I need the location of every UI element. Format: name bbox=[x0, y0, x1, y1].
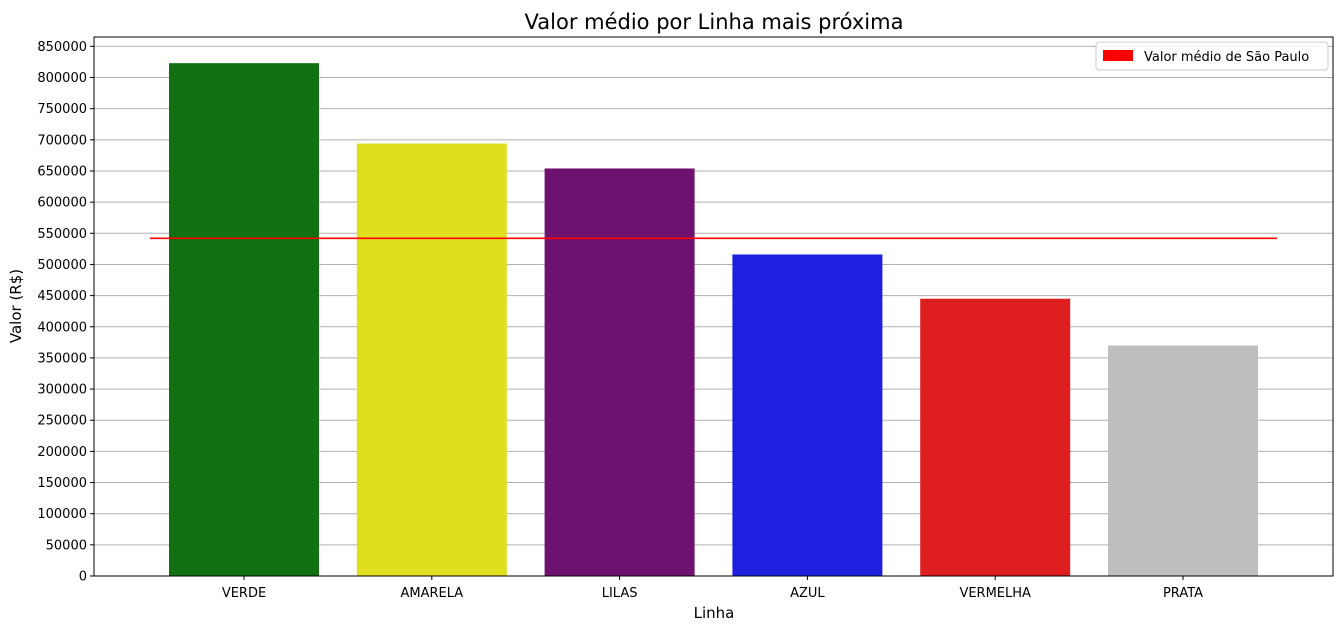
x-tick-layer: VERDE AMARELA LILAS AZUL VERMELHA PRATA bbox=[222, 576, 1203, 601]
y-tick-label: 50000 bbox=[46, 538, 87, 553]
legend-swatch bbox=[1103, 50, 1133, 61]
x-tick-label: VERMELHA bbox=[959, 586, 1031, 601]
y-tick-label: 350000 bbox=[37, 351, 87, 366]
bar-lilas bbox=[544, 168, 695, 576]
y-tick-label: 500000 bbox=[37, 258, 87, 273]
y-tick-label: 650000 bbox=[37, 164, 87, 179]
y-tick-label: 850000 bbox=[37, 40, 87, 55]
x-tick-label: PRATA bbox=[1163, 586, 1203, 601]
x-tick-label: AZUL bbox=[790, 586, 825, 601]
y-tick-label: 600000 bbox=[37, 196, 87, 211]
plot-frame bbox=[93, 36, 1334, 577]
y-tick-label: 300000 bbox=[37, 383, 87, 398]
x-axis-title: Linha bbox=[694, 604, 735, 622]
x-tick-label: AMARELA bbox=[400, 586, 463, 601]
y-tick-label: 450000 bbox=[37, 289, 87, 304]
bar-verde bbox=[169, 63, 319, 577]
legend-label: Valor médio de São Paulo bbox=[1144, 50, 1309, 65]
y-tick-label: 200000 bbox=[37, 445, 87, 460]
bar-layer bbox=[169, 63, 1258, 577]
bar-amarela bbox=[356, 143, 507, 576]
y-tick-label: 250000 bbox=[37, 414, 87, 429]
y-tick-label: 400000 bbox=[37, 320, 87, 335]
chart-title: Valor médio por Linha mais próxima bbox=[525, 10, 904, 34]
y-tick-label: 750000 bbox=[37, 102, 87, 117]
legend: Valor médio de São Paulo bbox=[1095, 41, 1329, 71]
x-tick-label: VERDE bbox=[222, 586, 266, 601]
legend-box bbox=[1095, 41, 1329, 71]
y-tick-label: 550000 bbox=[37, 227, 87, 242]
bar-prata bbox=[1108, 345, 1258, 576]
bar-vermelha bbox=[920, 298, 1071, 576]
y-tick-label: 100000 bbox=[37, 507, 87, 522]
y-tick-label: 800000 bbox=[37, 71, 87, 86]
y-axis-title: Valor (R$) bbox=[7, 269, 25, 343]
y-tick-label: 0 bbox=[79, 570, 87, 585]
y-tick-layer: 0 50000 100000 150000 200000 250000 300000 3500… bbox=[37, 40, 94, 585]
x-tick-label: LILAS bbox=[602, 586, 638, 601]
bar-azul bbox=[732, 254, 883, 576]
y-tick-label: 700000 bbox=[37, 133, 87, 148]
y-tick-label: 150000 bbox=[37, 476, 87, 491]
